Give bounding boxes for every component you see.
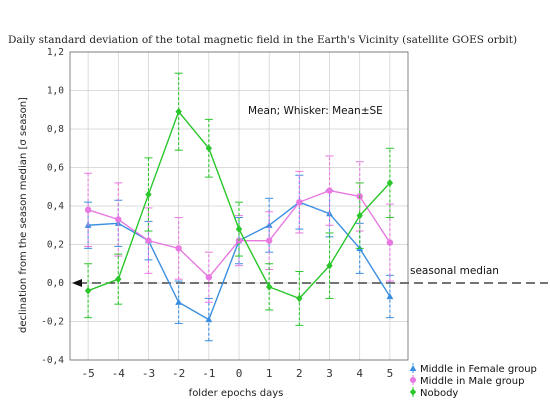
x-axis-label: folder epochs days bbox=[189, 388, 284, 399]
x-tick-label: -1 bbox=[202, 367, 215, 380]
data-point-triangle bbox=[265, 221, 273, 228]
data-point-diamond bbox=[386, 179, 394, 187]
y-tick-label: 0,2 bbox=[47, 240, 64, 251]
y-tick-label: -0,2 bbox=[41, 317, 64, 328]
legend-item: Nobody bbox=[409, 387, 458, 399]
x-tick-label: 3 bbox=[326, 367, 333, 380]
data-point-diamond bbox=[235, 225, 243, 233]
seasonal-median-label: seasonal median bbox=[410, 265, 499, 277]
x-tick-label: 5 bbox=[387, 367, 394, 380]
legend-label: Middle in Male group bbox=[420, 376, 524, 387]
data-point-diamond bbox=[145, 190, 152, 199]
y-tick-label: 0,0 bbox=[47, 278, 64, 289]
data-point-diamond bbox=[265, 283, 273, 291]
data-point-triangle bbox=[175, 298, 183, 305]
y-tick-label: 0,4 bbox=[47, 201, 64, 212]
data-point-diamond bbox=[296, 294, 303, 303]
reference-arrowhead bbox=[72, 279, 82, 287]
x-tick-label: 1 bbox=[266, 367, 273, 380]
data-point-diamond bbox=[326, 261, 333, 270]
y-axis-label: declination from the season median [σ se… bbox=[18, 97, 29, 333]
y-tick-label: 0,8 bbox=[47, 124, 64, 135]
x-tick-label: 2 bbox=[296, 367, 303, 380]
y-tick-label: 0,6 bbox=[47, 163, 64, 174]
legend-item: Middle in Male group bbox=[410, 375, 524, 387]
plot-frame bbox=[69, 51, 409, 361]
data-point-circle bbox=[265, 237, 273, 244]
data-point-triangle bbox=[205, 315, 213, 323]
legend-label: Middle in Female group bbox=[420, 364, 537, 375]
series-nobody bbox=[84, 72, 394, 326]
x-tick-label: -4 bbox=[112, 367, 126, 380]
data-point-circle bbox=[296, 198, 303, 206]
plot-area-border bbox=[69, 51, 409, 361]
data-point-circle bbox=[115, 216, 122, 223]
series-group bbox=[84, 72, 394, 342]
data-point-circle bbox=[84, 206, 92, 214]
data-point-diamond bbox=[175, 107, 182, 116]
data-point-diamond bbox=[84, 286, 92, 295]
x-tick-label: 4 bbox=[356, 367, 363, 380]
data-point-diamond bbox=[356, 211, 363, 220]
y-tick-label: 1,2 bbox=[47, 47, 64, 58]
chart-title: Daily standard deviation of the total ma… bbox=[8, 34, 518, 46]
whisker-annotation: Mean; Whisker: Mean±SE bbox=[248, 105, 383, 117]
data-point-triangle bbox=[114, 219, 122, 226]
data-point-diamond bbox=[115, 275, 122, 283]
x-tick-label: -2 bbox=[172, 367, 185, 380]
data-point-circle bbox=[205, 274, 213, 281]
legend-item: Middle in Female group bbox=[409, 363, 537, 375]
data-point-circle bbox=[326, 187, 333, 194]
x-tick-label: 0 bbox=[236, 367, 243, 380]
x-tick-label: -5 bbox=[81, 367, 94, 380]
x-tick-label: -3 bbox=[142, 367, 155, 380]
tick-labels: -0,4 -0,2 0,0 0,2 0,4 0,6 0,8 1,0 1,2 -5 -4 -3 -2 -1 0… bbox=[41, 47, 393, 380]
legend-label: Nobody bbox=[420, 388, 458, 399]
data-point-triangle bbox=[386, 292, 394, 300]
data-point-circle bbox=[145, 237, 152, 244]
data-point-circle bbox=[175, 245, 182, 252]
y-tick-label: -0,4 bbox=[41, 355, 64, 366]
data-point-circle bbox=[386, 239, 394, 246]
y-tick-label: 1,0 bbox=[47, 86, 64, 97]
data-point-diamond bbox=[205, 144, 213, 153]
seasonal-median-line bbox=[72, 279, 548, 287]
